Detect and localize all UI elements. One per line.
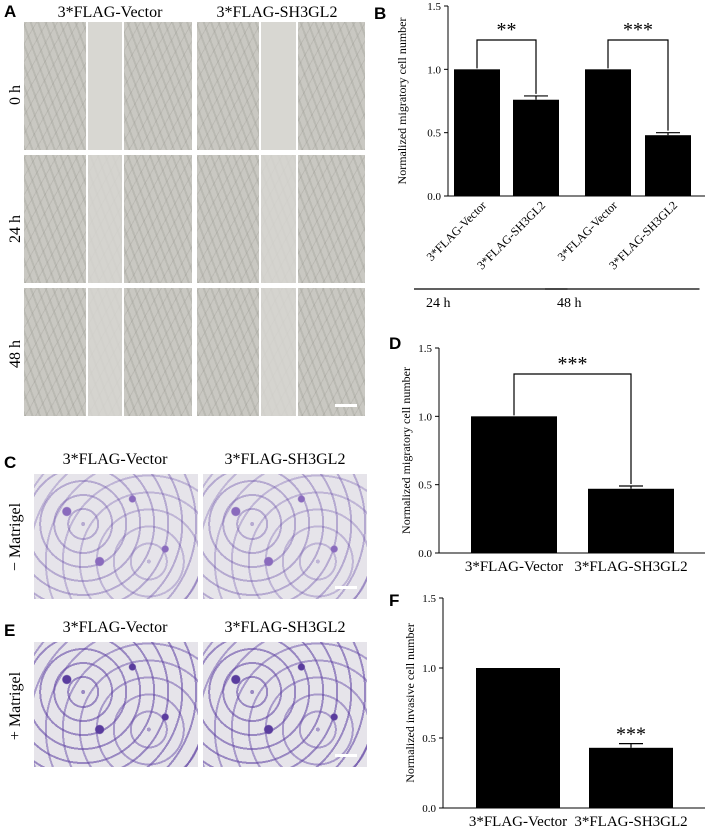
scratch-gap [259,155,298,283]
bar [476,668,560,808]
bar [589,747,673,808]
scale-bar [335,586,357,589]
panel-e-column-label-sh3gl2: 3*FLAG-SH3GL2 [224,619,346,636]
bar [513,99,559,196]
panel-e-row-label: + Matrigel [7,671,24,741]
y-axis-label: Normalized migratory cell number [395,18,409,185]
significance-label: *** [616,724,646,746]
bar [585,69,631,196]
scratch-gap [86,288,124,416]
x-tick-label: 3*FLAG-SH3GL2 [574,559,687,575]
scratch-image [24,288,192,416]
group-label: 24 h [426,296,451,311]
transwell-image [34,642,198,767]
chart-f: 0.0 0.5 1.0 1.5 Normalized invasive cell num… [403,593,705,829]
bar [645,135,691,196]
panel-a-column-label-vector: 3*FLAG-Vector [57,4,163,21]
y-tick-label: 1.0 [418,411,432,423]
scratch-image [24,155,192,283]
y-tick-label: 1.5 [418,343,432,355]
significance-label: *** [558,353,588,375]
scale-bar [335,404,357,407]
y-tick-label: 1.0 [427,64,441,76]
bar [471,416,557,553]
scratch-image [197,288,365,416]
panel-e-column-label-vector: 3*FLAG-Vector [62,619,168,636]
chart-d: 0.0 0.5 1.0 1.5 Normalized migratory cell nu… [399,343,705,575]
bar [454,69,500,196]
panel-letter-f: F [389,591,400,610]
transwell-image [203,474,367,599]
transwell-image [34,474,198,599]
panel-a-row-label-24h: 24 h [7,215,24,243]
panel-c-column-label-vector: 3*FLAG-Vector [62,451,168,468]
y-tick-label: 0.0 [422,803,436,815]
panel-letter-c: C [4,453,17,472]
group-label: 48 h [557,296,582,311]
bar [588,488,674,553]
scratch-image [197,22,365,150]
x-tick-label: 3*FLAG-Vector [469,814,567,829]
y-axis-label: Normalized invasive cell number [403,623,417,783]
y-tick-label: 1.5 [427,1,441,13]
significance-bracket [476,39,537,94]
y-tick-label: 0.5 [418,480,432,492]
panel-letter-a: A [4,2,17,21]
panel-a-row-label-48h: 48 h [7,340,24,368]
chart-b: 0.0 0.5 1.0 1.5 Normalized migratory cell nu… [395,1,705,311]
y-tick-label: 0.0 [418,548,432,560]
panel-letter-e: E [4,621,16,640]
y-tick-label: 1.0 [422,663,436,675]
scratch-image [197,155,365,283]
y-tick-label: 1.5 [422,593,436,605]
scratch-image [24,22,192,150]
panel-c-row-label: − Matrigel [7,502,24,572]
x-tick-label: 3*FLAG-Vector [424,198,490,264]
panel-letter-b: B [374,4,387,23]
significance-bracket [513,373,632,485]
significance-label: *** [623,19,653,41]
x-tick-label: 3*FLAG-Vector [465,559,563,575]
y-tick-label: 0.5 [422,733,436,745]
x-tick-label: 3*FLAG-Vector [555,198,621,264]
panel-letter-d: D [389,334,402,353]
x-tick-label: 3*FLAG-SH3GL2 [574,814,687,829]
transwell-image [203,642,367,767]
scratch-gap [259,22,298,150]
panel-a-row-label-0h: 0 h [7,85,24,105]
y-tick-label: 0.0 [427,191,441,203]
panel-c-column-label-sh3gl2: 3*FLAG-SH3GL2 [224,451,346,468]
significance-label: ** [497,19,517,41]
scratch-gap [86,155,124,283]
significance-bracket [607,39,669,131]
panel-a-column-label-sh3gl2: 3*FLAG-SH3GL2 [216,4,338,21]
scratch-gap [86,22,124,150]
y-tick-label: 0.5 [427,128,441,140]
scratch-gap [259,288,298,416]
scale-bar [335,754,357,757]
y-axis-label: Normalized migratory cell number [399,367,413,534]
